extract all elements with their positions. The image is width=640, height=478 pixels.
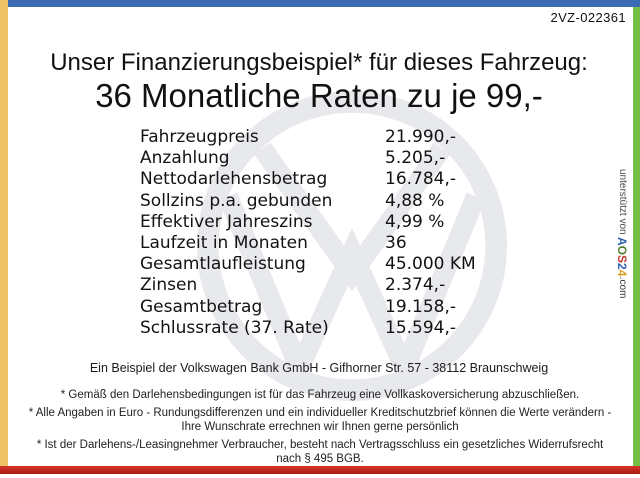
disclaimer-block: * Gemäß den Darlehensbedingungen ist für… — [28, 388, 612, 470]
sponsor-suffix: .com — [617, 276, 628, 299]
brand-letter: 4 — [615, 270, 629, 277]
vehicle-ref-number: 2VZ-022361 — [550, 10, 626, 25]
sponsor-brand-logo: AOS24 — [615, 237, 629, 277]
row-value: 4,99 % — [385, 211, 445, 232]
sponsor-prefix: unterstützt von — [617, 169, 628, 238]
table-row: Gesamtlaufleistung 45.000 KM — [140, 254, 476, 275]
row-value: 36 — [385, 233, 407, 254]
financing-table: Fahrzeugpreis 21.990,- Anzahlung 5.205,-… — [140, 127, 476, 339]
row-label: Fahrzeugpreis — [140, 127, 259, 147]
table-row: Fahrzeugpreis 21.990,- — [140, 127, 476, 148]
row-label: Laufzeit in Monaten — [140, 233, 308, 254]
row-label: Sollzins p.a. gebunden — [140, 190, 333, 211]
table-row: Nettodarlehensbetrag 16.784,- — [140, 169, 476, 190]
table-row: Effektiver Jahreszins 4,99 % — [140, 212, 476, 233]
brand-letter: S — [615, 255, 629, 264]
brand-letter: O — [615, 246, 629, 256]
frame-top-bar — [0, 0, 640, 7]
disclaimer-rounding: * Alle Angaben in Euro - Rundungsdiffere… — [28, 407, 612, 433]
row-label: Effektiver Jahreszins — [140, 211, 313, 232]
row-label: Zinsen — [140, 275, 198, 296]
disclaimer-insurance: * Gemäß den Darlehensbedingungen ist für… — [60, 389, 580, 401]
row-label: Gesamtlaufleistung — [140, 254, 306, 275]
frame-bottom-bar — [0, 466, 640, 474]
frame-right-bar — [633, 7, 640, 466]
frame-left-bar — [0, 0, 8, 467]
table-row: Zinsen 2.374,- — [140, 275, 476, 296]
table-row: Sollzins p.a. gebunden 4,88 % — [140, 191, 476, 212]
row-label: Gesamtbetrag — [140, 296, 263, 317]
row-value: 19.158,- — [385, 296, 457, 317]
row-value: 4,88 % — [385, 190, 445, 211]
vw-logo-watermark — [197, 91, 507, 401]
brand-letter: A — [615, 237, 629, 247]
brand-letter: 2 — [615, 263, 629, 271]
table-row: Gesamtbetrag 19.158,- — [140, 297, 476, 318]
disclaimer-withdrawal: * Ist der Darlehens-/Leasingnehmer Verbr… — [36, 439, 604, 465]
row-value: 21.990,- — [385, 127, 457, 147]
row-value: 16.784,- — [385, 169, 457, 190]
row-value: 2.374,- — [385, 275, 446, 296]
row-label: Schlussrate (37. Rate) — [140, 317, 329, 338]
row-label: Anzahlung — [140, 148, 230, 169]
row-value: 45.000 KM — [385, 254, 476, 275]
table-row: Laufzeit in Monaten 36 — [140, 233, 476, 254]
row-value: 15.594,- — [385, 317, 457, 338]
offer-title: Unser Finanzierungsbeispiel* für dieses … — [50, 49, 588, 76]
row-value: 5.205,- — [385, 148, 446, 169]
bank-address-line: Ein Beispiel der Volkswagen Bank GmbH - … — [89, 361, 549, 375]
row-label: Nettodarlehensbetrag — [140, 169, 328, 190]
offer-rate-headline: 36 Monatliche Raten zu je 99,- — [95, 77, 543, 114]
table-row: Anzahlung 5.205,- — [140, 148, 476, 169]
sponsor-credit: unterstützt von AOS24.com — [615, 169, 629, 359]
table-row: Schlussrate (37. Rate) 15.594,- — [140, 318, 476, 339]
